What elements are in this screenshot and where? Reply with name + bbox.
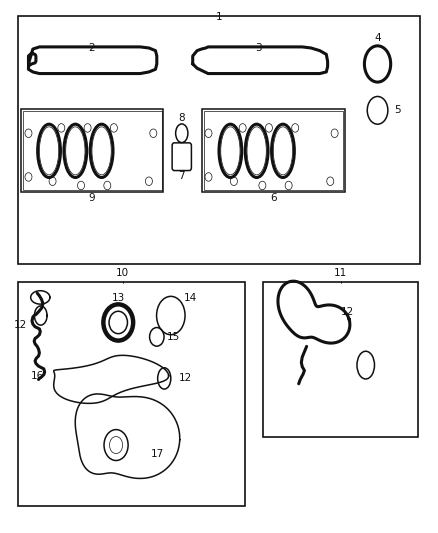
Bar	[23, 111, 162, 190]
Text: 3: 3	[255, 43, 262, 53]
Text: 1: 1	[215, 12, 223, 22]
Bar	[21, 109, 163, 192]
Text: 9: 9	[88, 193, 95, 203]
Bar	[263, 282, 418, 437]
Text: 16: 16	[31, 371, 44, 381]
Text: 4: 4	[374, 33, 381, 43]
Text: 12: 12	[341, 307, 354, 317]
Text: 5: 5	[394, 106, 401, 115]
Bar	[18, 282, 245, 506]
Text: 12: 12	[179, 374, 192, 383]
Text: 11: 11	[334, 268, 347, 278]
Text: 12: 12	[14, 320, 27, 330]
Bar	[202, 109, 345, 192]
Text: 6: 6	[270, 193, 277, 203]
Bar	[204, 111, 343, 190]
Text: 17: 17	[151, 449, 164, 459]
Text: 15: 15	[166, 332, 180, 342]
Text: 10: 10	[116, 268, 129, 278]
Text: 8: 8	[178, 112, 185, 123]
Text: 7: 7	[178, 171, 185, 181]
Text: 2: 2	[88, 43, 95, 53]
Text: 13: 13	[112, 293, 125, 303]
Bar	[18, 16, 420, 264]
Text: 14: 14	[184, 293, 197, 303]
